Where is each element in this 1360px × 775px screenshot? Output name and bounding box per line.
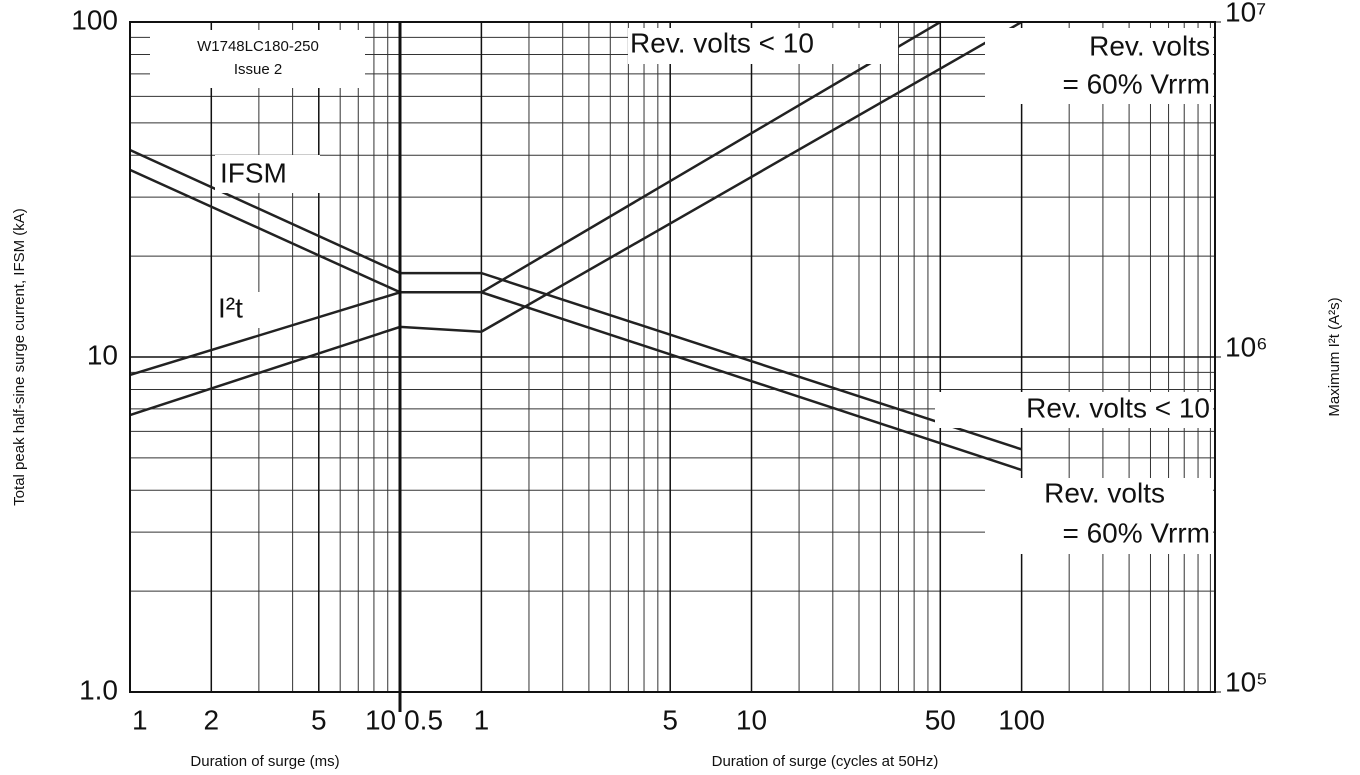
x-tick-label: 10 — [736, 704, 767, 735]
annotation: = 60% Vrrm — [1062, 68, 1210, 99]
x-axis-title: Duration of surge (cycles at 50Hz) — [712, 753, 939, 770]
annotation: Rev. volts < 10 — [630, 27, 814, 58]
annotation: W1748LC180-250 — [197, 38, 319, 55]
series-line — [130, 22, 941, 377]
x-tick-label: 1 — [474, 704, 490, 735]
y-tick-label: 1.0 — [79, 674, 118, 705]
x-axis-title: Duration of surge (ms) — [190, 753, 339, 770]
annotation: = 60% Vrrm — [1062, 517, 1210, 548]
y-tick-label: 10 — [87, 339, 118, 370]
x-tick-label: 5 — [662, 704, 678, 735]
x-tick-label: 100 — [998, 704, 1045, 735]
label-bg — [985, 478, 1213, 554]
y2-tick-label: 10⁶ — [1225, 331, 1268, 362]
x-tick-label: 5 — [311, 704, 327, 735]
series-line — [130, 22, 1023, 417]
annotation: Issue 2 — [234, 61, 282, 78]
x-tick-label: 50 — [925, 704, 956, 735]
label-bg — [215, 292, 263, 328]
label-bg — [628, 28, 898, 64]
label-bg — [985, 28, 1213, 104]
series-line — [130, 148, 1022, 451]
annotation: I²t — [218, 292, 243, 323]
y-tick-label: 100 — [71, 4, 118, 35]
y2-tick-label: 10⁷ — [1225, 0, 1266, 27]
annotation: IFSM — [220, 157, 287, 188]
annotation: Rev. volts < 10 — [1026, 392, 1210, 423]
x-tick-label: 2 — [204, 704, 220, 735]
y2-axis-title: Maximum I²t (A²s) — [1326, 297, 1343, 416]
label-bg — [935, 392, 1213, 428]
grid — [129, 21, 1215, 693]
id-box — [150, 30, 365, 88]
series-line — [130, 168, 1023, 472]
x-tick-label: 10 — [365, 704, 396, 735]
x-tick-label: 1 — [132, 704, 148, 735]
marks — [130, 22, 1023, 472]
annotation: Rev. volts — [1089, 30, 1210, 61]
x-tick-label: 0.5 — [404, 704, 443, 735]
label-bg — [215, 155, 320, 193]
y2-tick-label: 10⁵ — [1225, 666, 1268, 697]
annotation: Rev. volts — [1044, 477, 1165, 508]
y-axis-title: Total peak half-sine surge current, IFSM… — [11, 208, 28, 506]
